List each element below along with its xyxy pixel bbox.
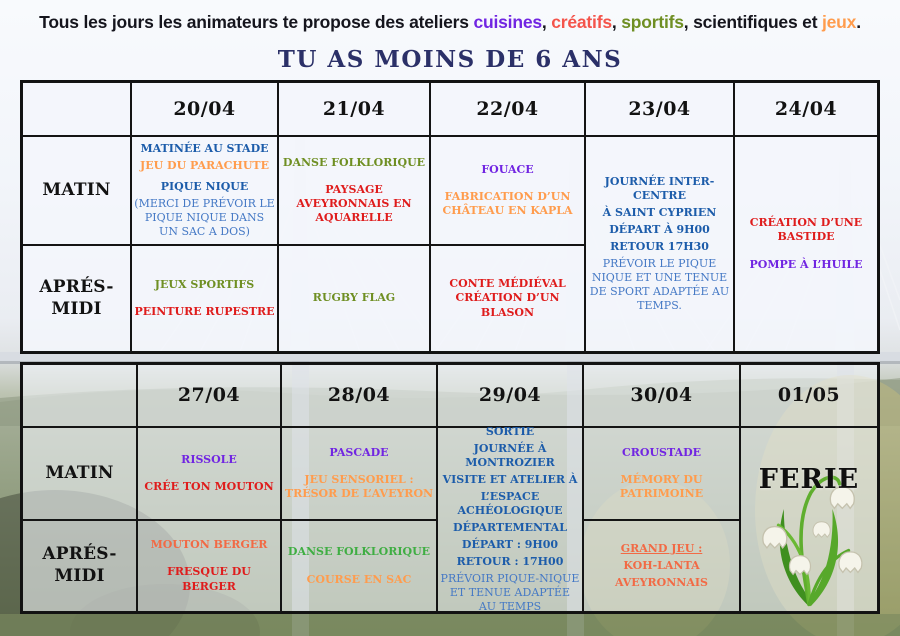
activity-cell-20-04-apres-midi: JEUX SPORTIFS PEINTURE RUPESTRE (131, 245, 278, 352)
date-header-21-04: 21/04 (278, 82, 430, 136)
activity-cell-30-04-apres-midi: GRAND JEU : KOH-LANTA AVEYRONNAIS (583, 520, 740, 612)
holiday-label: FERIE (758, 463, 860, 495)
row-label-apres-midi: APRÉS-MIDI (22, 245, 131, 352)
row-label-apres-midi: APRÉS-MIDI (22, 520, 137, 612)
date-header-28-04: 28/04 (281, 364, 437, 427)
activity-cell-21-04-apres-midi: RUGBY FLAG (278, 245, 430, 352)
activity-cell-21-04-matin: DANSE FOLKLORIQUE PAYSAGE AVEYRONNAIS EN … (278, 136, 430, 245)
date-header-24-04: 24/04 (734, 82, 878, 136)
activity-cell-28-04-apres-midi: DANSE FOLKLORIQUE COURSE EN SAC (281, 520, 437, 612)
activity-cell-27-04-apres-midi: MOUTON BERGER FRESQUE DU BERGER (137, 520, 281, 612)
activity-cell-29-04-fullday: SORTIE JOURNÉE À MONTROZIER VISITE ET ATEL… (437, 425, 583, 613)
date-header-29-04: 29/04 (437, 364, 583, 427)
foreground-field (0, 614, 900, 636)
lily-of-the-valley-icon (762, 475, 863, 607)
intro-sentence: Tous les jours les animateurs te propose… (39, 12, 861, 32)
activity-cell-23-04-fullday: JOURNÉE INTER-CENTRE À SAINT CYPRIEN DÉPAR… (585, 136, 734, 352)
activity-cell-30-04-matin: CROUSTADE MÉMORY DU PATRIMOINE (583, 427, 740, 520)
date-header-20-04: 20/04 (131, 82, 278, 136)
date-header-27-04: 27/04 (137, 364, 281, 427)
date-header-22-04: 22/04 (430, 82, 585, 136)
activity-cell-20-04-matin: MATINÉE AU STADE JEU DU PARACHUTE PIQUE NI… (131, 136, 278, 245)
activity-cell-28-04-matin: PASCADE JEU SENSORIEL : TRÉSOR DE L’AVEYR… (281, 427, 437, 520)
page-title: TU AS MOINS DE 6 ANS (277, 46, 623, 73)
activity-cell-22-04-apres-midi: CONTE MÉDIÉVAL CRÉATION D’UN BLASON (430, 245, 585, 352)
row-label-matin: MATIN (22, 427, 137, 520)
date-header-01-05: 01/05 (740, 364, 878, 427)
activity-cell-22-04-matin: FOUACE FABRICATION D’UN CHÂTEAU EN KAPLA (430, 136, 585, 245)
corner-cell (22, 364, 137, 427)
holiday-cell-01-05: FERIE (740, 427, 878, 612)
corner-cell (22, 82, 131, 136)
activity-cell-24-04-fullday: CRÉATION D’UNE BASTIDE POMPE À L’HUILE (734, 136, 878, 352)
date-header-23-04: 23/04 (585, 82, 734, 136)
week1-table: 20/04 21/04 22/04 23/04 24/04 MATIN MATI… (20, 80, 880, 354)
row-label-matin: MATIN (22, 136, 131, 245)
date-header-30-04: 30/04 (583, 364, 740, 427)
week2-table: 27/04 28/04 29/04 30/04 01/05 MATIN RISS… (20, 362, 880, 614)
activity-cell-27-04-matin: RISSOLE CRÉE TON MOUTON (137, 427, 281, 520)
